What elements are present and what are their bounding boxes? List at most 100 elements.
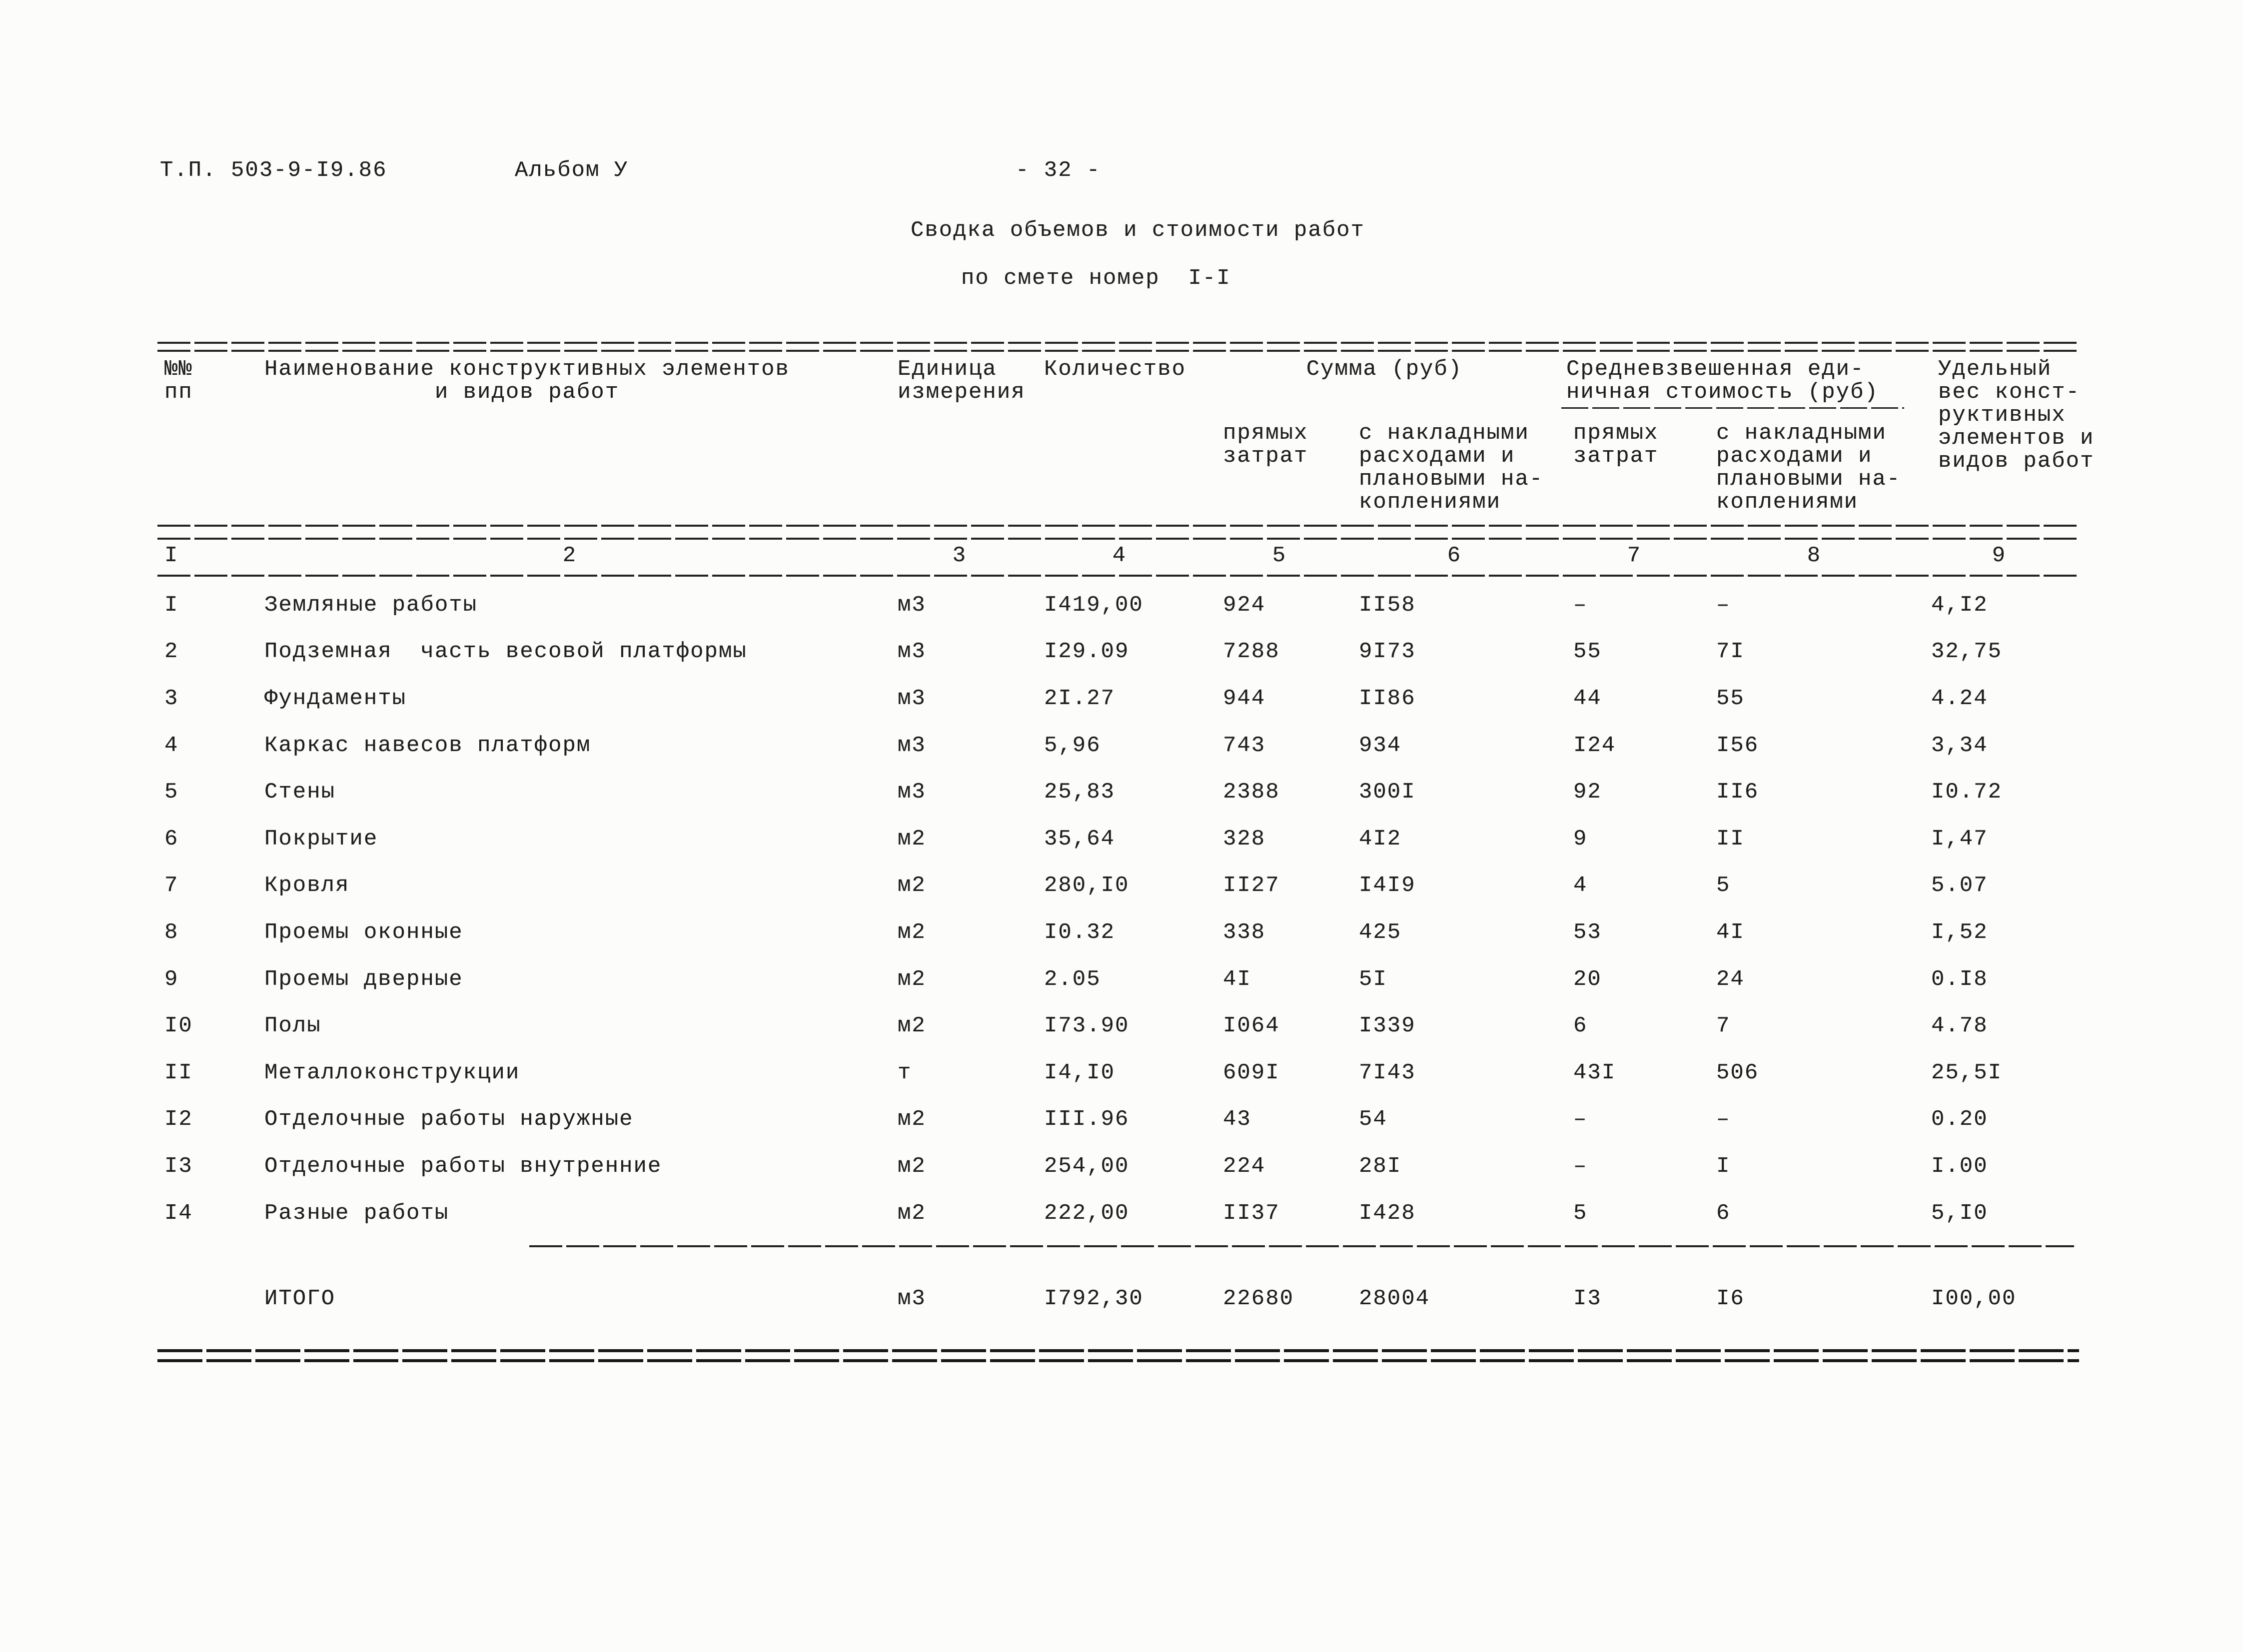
total-qty: I792,30 [1044,1286,1143,1311]
col-header-sum-group: Сумма (руб) [1306,357,1463,382]
cell-direct-sum: 743 [1223,733,1266,758]
cell-share: 0.I8 [1931,966,1988,992]
cell-unit: м2 [898,1107,926,1132]
col-header-share: Удельный вес конст- руктивных элементов … [1938,357,2095,474]
cell-share: I0.72 [1931,780,2003,805]
cell-direct-unit: 5 [1573,1200,1588,1226]
cell-overhead-unit: 4I [1716,919,1745,945]
column-index: 2 [562,543,577,568]
cell-overhead-sum: 9I73 [1359,639,1416,665]
cell-num: I0 [164,1013,193,1039]
col-header-overhead-sum: с накладными расходами и плановыми на- к… [1359,421,1544,515]
cell-overhead-unit: I [1716,1153,1731,1179]
cell-unit: м3 [898,780,926,805]
cell-name: Разные работы [264,1200,449,1226]
cell-overhead-sum: 54 [1359,1107,1387,1132]
column-index: 6 [1447,543,1462,568]
cell-num: 4 [164,733,179,758]
cell-qty: I29.09 [1044,639,1129,665]
cell-direct-unit: 55 [1573,639,1602,665]
cell-num: I [164,592,179,618]
doc-number: Т.П. 503-9-I9.86 [160,158,387,183]
column-index: 8 [1807,543,1822,568]
cell-name: Проемы дверные [264,966,463,992]
cell-direct-unit: I24 [1573,733,1616,758]
cell-direct-sum: 224 [1223,1153,1266,1179]
cell-name: Проемы оконные [264,919,463,945]
cell-overhead-unit: II6 [1716,780,1759,805]
album-label: Альбом У [515,158,629,183]
total-label: ИТОГО [264,1286,336,1311]
cell-overhead-sum: 4I2 [1359,826,1402,851]
total-direct-unit: I3 [1573,1286,1602,1311]
cell-direct-sum: 2388 [1223,780,1280,805]
total-spacer [160,1275,250,1322]
cell-qty: 280,I0 [1044,873,1129,898]
cell-overhead-sum: 7I43 [1359,1060,1416,1085]
cell-direct-unit: – [1573,1107,1588,1132]
cell-qty: 35,64 [1044,826,1116,851]
cell-unit: м3 [898,592,926,618]
total-direct-sum: 22680 [1223,1286,1294,1311]
total-row: ИТОГО м3 I792,30 22680 28004 I3 I6 I00,0… [160,1275,2079,1322]
cell-direct-sum: 43 [1223,1107,1251,1132]
cell-name: Полы [264,1013,321,1039]
cell-direct-unit: 6 [1573,1013,1588,1039]
cell-num: 7 [164,873,179,898]
cell-share: 5.07 [1931,873,1988,898]
cell-direct-sum: 338 [1223,919,1266,945]
cell-overhead-unit: 7 [1716,1013,1731,1039]
cell-overhead-sum: I339 [1359,1013,1416,1039]
total-share: I00,00 [1931,1286,2017,1311]
cell-direct-sum: 4I [1223,966,1251,992]
column-index: 3 [952,543,967,568]
document-title: Сводка объемов и стоимости работ [911,218,1365,243]
col-header-avg-group: Средневзвешенная еди- ничная стоимость (… [1559,358,1919,409]
cell-num: I2 [164,1107,193,1132]
cell-unit: м3 [898,686,926,711]
cell-direct-unit: 44 [1573,686,1602,711]
cell-qty: 2.05 [1044,966,1101,992]
cell-num: 3 [164,686,179,711]
cell-overhead-sum: 300I [1359,780,1416,805]
col-header-direct-sum: прямых затрат [1223,421,1308,469]
cell-num: 6 [164,826,179,851]
col-header-unit: Единица измерения [898,357,1026,405]
cell-num: I4 [164,1200,193,1226]
cell-unit: м2 [898,1153,926,1179]
total-overhead-unit: I6 [1716,1286,1745,1311]
cell-num: 2 [164,639,179,665]
cell-overhead-sum: 934 [1359,733,1402,758]
cell-direct-sum: 609I [1223,1060,1280,1085]
cell-share: 25,5I [1931,1060,2003,1085]
cell-share: 32,75 [1931,639,2003,665]
cell-share: 4.24 [1931,686,1988,711]
cell-overhead-sum: I4I9 [1359,873,1416,898]
column-index: 7 [1627,543,1642,568]
cell-unit: м2 [898,1200,926,1226]
cell-overhead-unit: 55 [1716,686,1745,711]
cell-num: 9 [164,966,179,992]
table-header: №№ пп Наименование конструктивных элемен… [160,357,2095,515]
cell-overhead-unit: 5 [1716,873,1731,898]
cell-direct-unit: 9 [1573,826,1588,851]
cell-qty: 2I.27 [1044,686,1116,711]
cell-qty: 254,00 [1044,1153,1129,1179]
cell-name: Отделочные работы внутренние [264,1153,662,1179]
cell-unit: м2 [898,826,926,851]
cell-qty: 222,00 [1044,1200,1129,1226]
cell-name: Металлоконструкции [264,1060,520,1085]
document-subtitle: по смете номер I-I [961,266,1231,291]
cell-share: 4.78 [1931,1013,1988,1039]
cell-share: 4,I2 [1931,592,1988,618]
cell-overhead-unit: 24 [1716,966,1745,992]
cell-num: II [164,1060,193,1085]
col-header-name: Наименование конструктивных элементов и … [264,357,790,405]
cell-direct-sum: 328 [1223,826,1266,851]
cell-share: I.00 [1931,1153,1988,1179]
column-index: 4 [1112,543,1127,568]
cell-overhead-unit: 7I [1716,639,1745,665]
cell-unit: м2 [898,966,926,992]
cell-overhead-unit: 506 [1716,1060,1759,1085]
cell-overhead-unit: II [1716,826,1745,851]
